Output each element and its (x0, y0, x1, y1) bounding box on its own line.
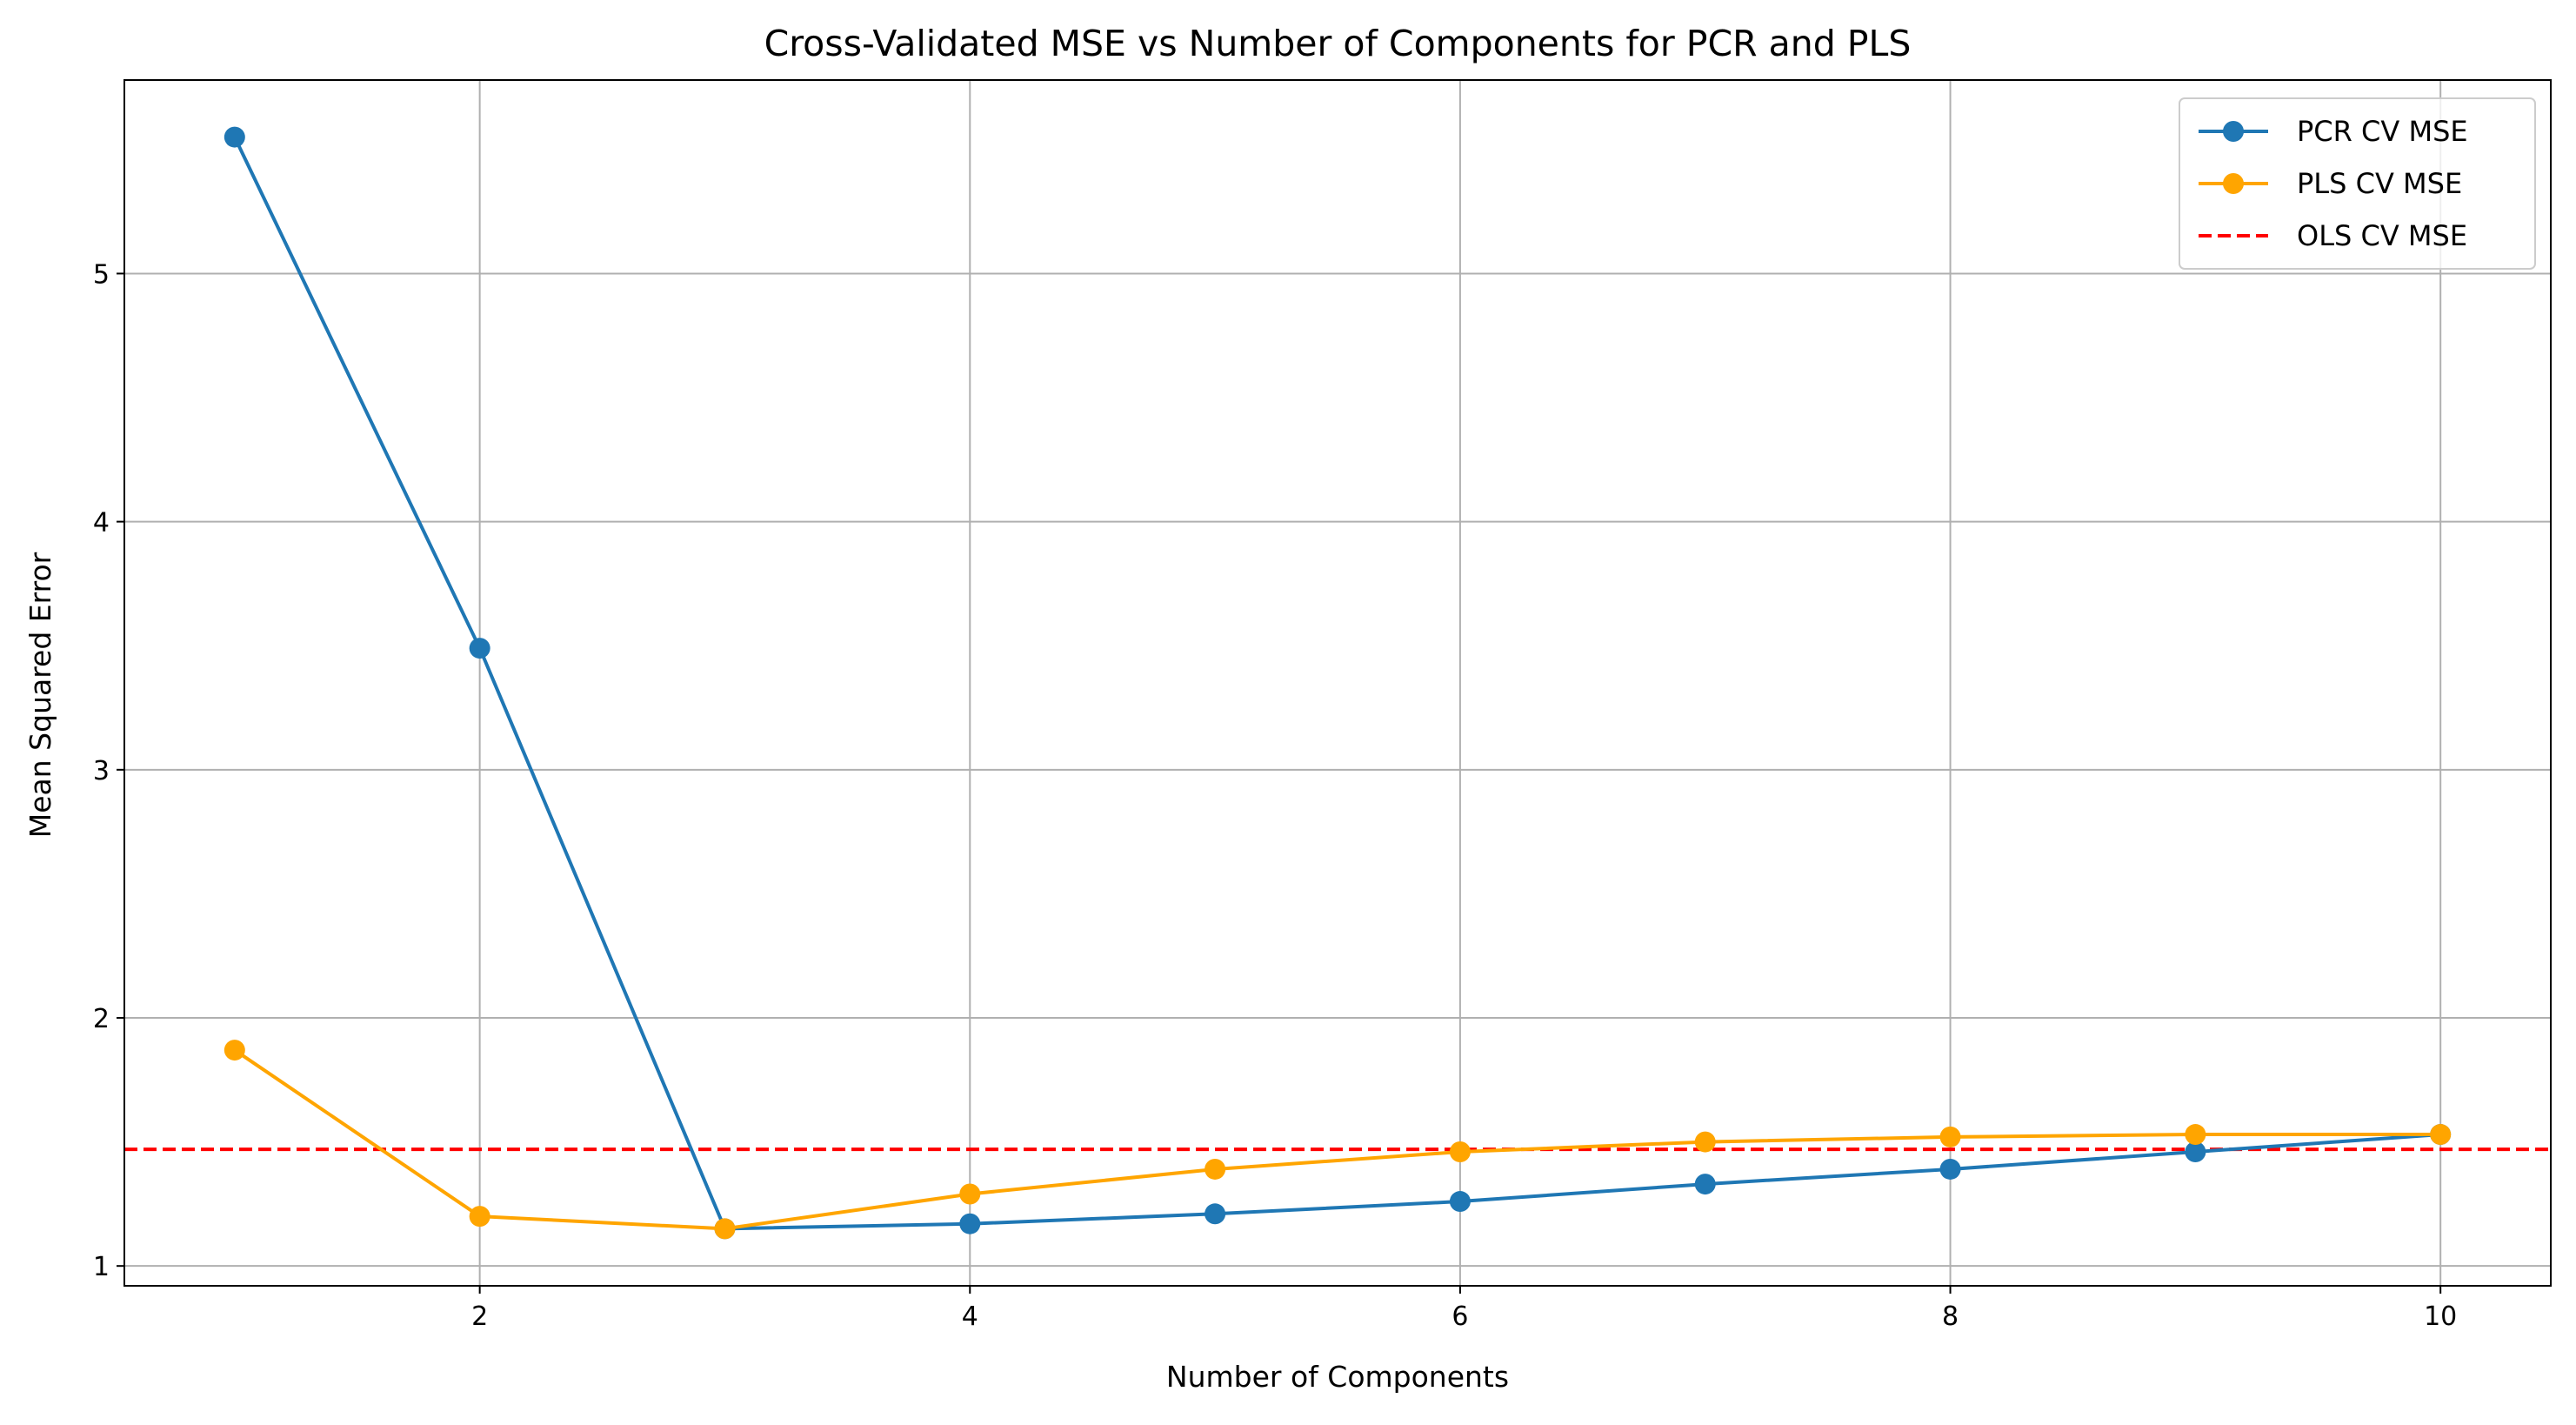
pls-cv-mse-point (224, 1040, 245, 1061)
plot-area-frame (123, 79, 2552, 1287)
x-tick-label: 10 (2424, 1301, 2457, 1332)
pcr-cv-mse-point (1939, 1158, 1961, 1180)
x-tick-label: 6 (1452, 1301, 1468, 1332)
legend-label-pcr-cv-mse: PCR CV MSE (2297, 115, 2468, 148)
pcr-cv-mse-point (1694, 1174, 1716, 1195)
pls-cv-mse-point (959, 1183, 981, 1205)
pcr-cv-mse-point (1205, 1203, 1226, 1225)
y-axis-label: Mean Squared Error (23, 552, 57, 838)
pcr-cv-mse-point (224, 126, 245, 148)
x-tick-label: 8 (1942, 1301, 1959, 1332)
plot-series (124, 126, 2551, 1240)
pls-cv-mse-series (224, 1040, 2452, 1240)
grid-lines (124, 80, 2551, 1286)
y-tick-label: 1 (93, 1252, 110, 1282)
legend-box (2179, 97, 2536, 270)
legend-label-pls-cv-mse: PLS CV MSE (2297, 167, 2462, 200)
pcr-cv-mse-point (2185, 1141, 2206, 1162)
legend-label-ols-cv-mse: OLS CV MSE (2297, 219, 2467, 252)
legend: PCR CV MSE PLS CV MSE OLS CV MSE (2179, 97, 2536, 270)
pcr-cv-mse-point (469, 638, 491, 659)
y-tick-label: 4 (93, 508, 110, 539)
pcr-cv-mse-line (233, 136, 2441, 1231)
pls-cv-mse-point (1205, 1158, 1226, 1180)
pcr-cv-mse-point (959, 1213, 981, 1234)
x-axis-label: Number of Components (1166, 1360, 1509, 1394)
pcr-cv-mse-point (1449, 1191, 1471, 1213)
chart-title: Cross-Validated MSE vs Number of Compone… (764, 23, 1912, 64)
y-tick-label: 5 (93, 259, 110, 290)
legend-marker-pcr-cv-mse (2223, 121, 2244, 142)
x-tick-label: 2 (471, 1301, 488, 1332)
pls-cv-mse-point (714, 1218, 736, 1240)
pls-cv-mse-point (469, 1206, 491, 1228)
y-tick-label: 2 (93, 1004, 110, 1034)
pls-cv-mse-line (233, 1048, 2441, 1231)
pls-cv-mse-point (2430, 1124, 2452, 1146)
legend-marker-pls-cv-mse (2223, 173, 2244, 194)
pls-cv-mse-point (1449, 1141, 1471, 1162)
y-tick-label: 3 (93, 756, 110, 786)
pls-cv-mse-point (2185, 1124, 2206, 1146)
pls-cv-mse-point (1939, 1126, 1961, 1147)
pls-cv-mse-point (1694, 1131, 1716, 1153)
x-tick-label: 4 (962, 1301, 978, 1332)
